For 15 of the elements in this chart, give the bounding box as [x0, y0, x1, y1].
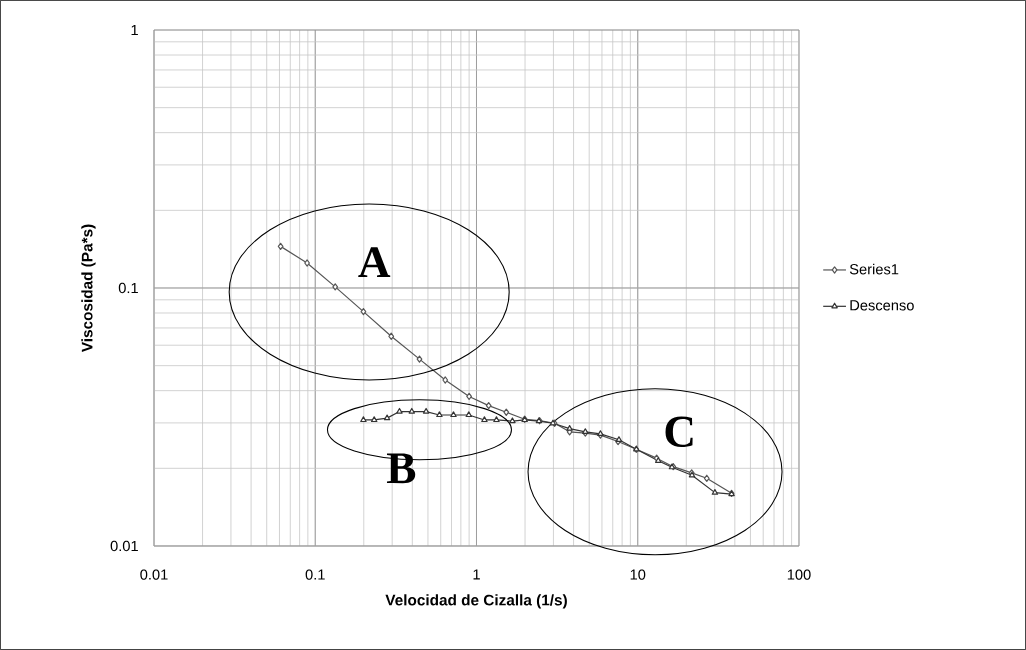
- y-axis-title: Viscosidad (Pa*s): [81, 224, 96, 353]
- legend-label: Series1: [849, 263, 899, 275]
- x-tick-label: 0.01: [140, 569, 168, 580]
- y-tick-label: 1: [131, 24, 138, 36]
- annotation: C: [665, 416, 693, 448]
- x-tick-label: 1: [473, 569, 480, 580]
- x-axis-title: Velocidad de Cizalla (1/s): [385, 594, 567, 609]
- y-tick-label: 0.01: [110, 540, 138, 552]
- x-tick-label: 0.1: [305, 569, 325, 580]
- annotation: A: [358, 247, 391, 278]
- legend-label: Descenso: [850, 300, 914, 311]
- annotation: B: [386, 453, 416, 484]
- y-tick-label: 0.1: [118, 282, 138, 294]
- x-tick-label: 10: [630, 569, 646, 580]
- x-tick-label: 100: [787, 569, 811, 580]
